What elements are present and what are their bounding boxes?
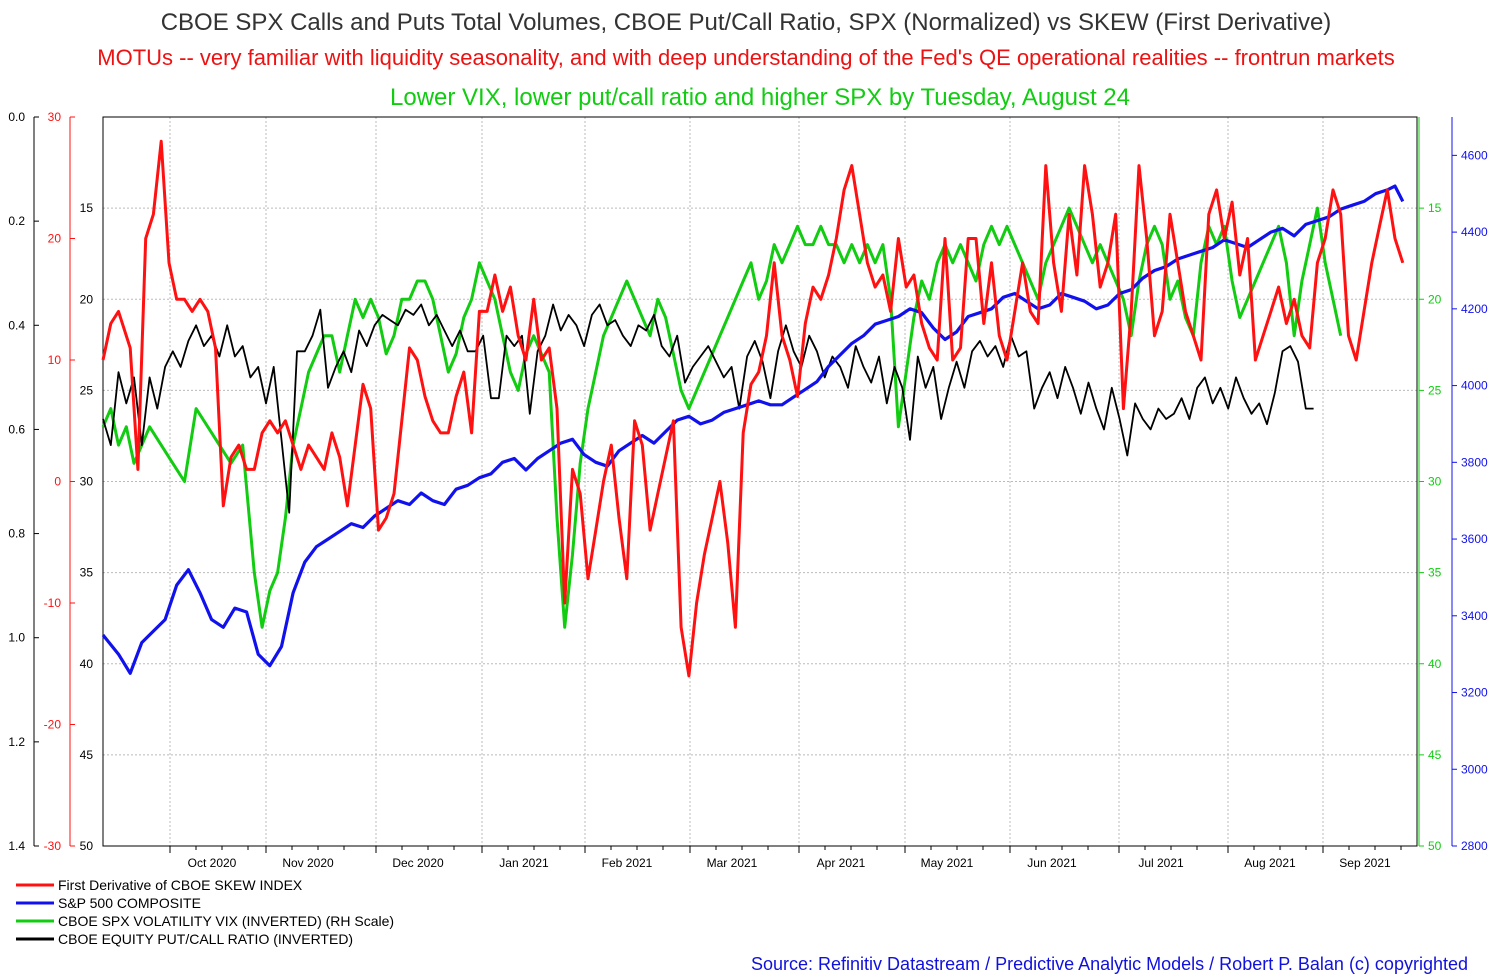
x-tick-label: Sep 2021 — [1339, 856, 1391, 870]
vix-left-tick-label: 25 — [80, 383, 94, 397]
x-tick-label: Mar 2021 — [707, 856, 758, 870]
vix-right-tick-label: 30 — [1428, 475, 1442, 489]
pcr-tick-label: 1.4 — [8, 839, 25, 853]
spx-tick-label: 3800 — [1461, 455, 1488, 469]
axes-layer: Oct 2020 Nov 2020 Dec 2020 Jan 2021 Feb 2021… — [8, 110, 1488, 870]
spx-tick-label: 4400 — [1461, 225, 1488, 239]
chart-title: CBOE SPX Calls and Puts Total Volumes, C… — [161, 9, 1332, 36]
spx-tick-label: 2800 — [1461, 839, 1488, 853]
legend-label-skew: First Derivative of CBOE SKEW INDEX — [58, 877, 303, 893]
spx-tick-label: 3400 — [1461, 609, 1488, 623]
spx-tick-label: 4000 — [1461, 379, 1488, 393]
chart-subtitle: MOTUs -- very familiar with liquidity se… — [97, 45, 1394, 70]
plot-frame — [102, 116, 1418, 847]
x-tick-label: May 2021 — [921, 856, 974, 870]
skew-tick-label: -10 — [44, 596, 62, 610]
x-tick-label: Jan 2021 — [499, 856, 549, 870]
chart-annotation: Lower VIX, lower put/call ratio and high… — [390, 84, 1130, 111]
pcr-tick-label: 0.0 — [8, 110, 25, 124]
series-line-skew — [101, 139, 1405, 678]
x-tick-label: Aug 2021 — [1244, 856, 1296, 870]
vix-left-tick-label: 30 — [80, 475, 94, 489]
pcr-tick-label: 0.6 — [8, 422, 25, 436]
skew-tick-label: -30 — [44, 839, 62, 853]
skew-tick-label: 30 — [48, 110, 62, 124]
vix-right-tick-label: 15 — [1428, 201, 1442, 215]
skew-tick-label: -20 — [44, 718, 62, 732]
vix-right-tick-label: 20 — [1428, 292, 1442, 306]
pcr-tick-label: 1.2 — [8, 735, 25, 749]
grid-layer — [103, 117, 1417, 847]
x-tick-label: Apr 2021 — [817, 856, 866, 870]
x-tick-label: Feb 2021 — [602, 856, 653, 870]
spx-tick-label: 4600 — [1461, 148, 1488, 162]
spx-tick-label: 3600 — [1461, 532, 1488, 546]
spx-tick-label: 3200 — [1461, 686, 1488, 700]
skew-tick-label: 20 — [48, 232, 62, 246]
source-note: Source: Refinitiv Datastream / Predictiv… — [751, 954, 1468, 974]
vix-right-tick-label: 50 — [1428, 839, 1442, 853]
vix-left-tick-label: 15 — [80, 201, 94, 215]
vix-right-tick-label: 40 — [1428, 657, 1442, 671]
series-layer — [101, 139, 1405, 678]
skew-tick-label: 10 — [48, 353, 62, 367]
x-tick-label: Jun 2021 — [1027, 856, 1077, 870]
x-tick-label: Jul 2021 — [1138, 856, 1184, 870]
x-tick-label: Oct 2020 — [188, 856, 237, 870]
legend-label-vix: CBOE SPX VOLATILITY VIX (INVERTED) (RH S… — [58, 913, 394, 929]
x-tick-label: Nov 2020 — [282, 856, 334, 870]
x-tick-label: Dec 2020 — [392, 856, 444, 870]
skew-tick-label: 0 — [54, 475, 61, 489]
vix-left-tick-label: 35 — [80, 566, 94, 580]
pcr-tick-label: 0.4 — [8, 318, 25, 332]
vix-right-tick-label: 25 — [1428, 383, 1442, 397]
series-line-pcr — [102, 303, 1314, 514]
vix-right-tick-label: 45 — [1428, 748, 1442, 762]
vix-left-tick-label: 45 — [80, 748, 94, 762]
legend: First Derivative of CBOE SKEW INDEX S&P 5… — [16, 877, 394, 947]
pcr-tick-label: 0.2 — [8, 214, 25, 228]
spx-tick-label: 4200 — [1461, 302, 1488, 316]
vix-left-tick-label: 20 — [80, 292, 94, 306]
series-line-spx — [101, 184, 1405, 675]
legend-label-spx: S&P 500 COMPOSITE — [58, 895, 201, 911]
vix-left-tick-label: 40 — [80, 657, 94, 671]
vix-left-tick-label: 50 — [80, 839, 94, 853]
pcr-tick-label: 0.8 — [8, 527, 25, 541]
pcr-tick-label: 1.0 — [8, 631, 25, 645]
series-line-vix — [101, 206, 1343, 629]
vix-right-tick-label: 35 — [1428, 566, 1442, 580]
spx-tick-label: 3000 — [1461, 762, 1488, 776]
legend-label-pcr: CBOE EQUITY PUT/CALL RATIO (INVERTED) — [58, 931, 353, 947]
